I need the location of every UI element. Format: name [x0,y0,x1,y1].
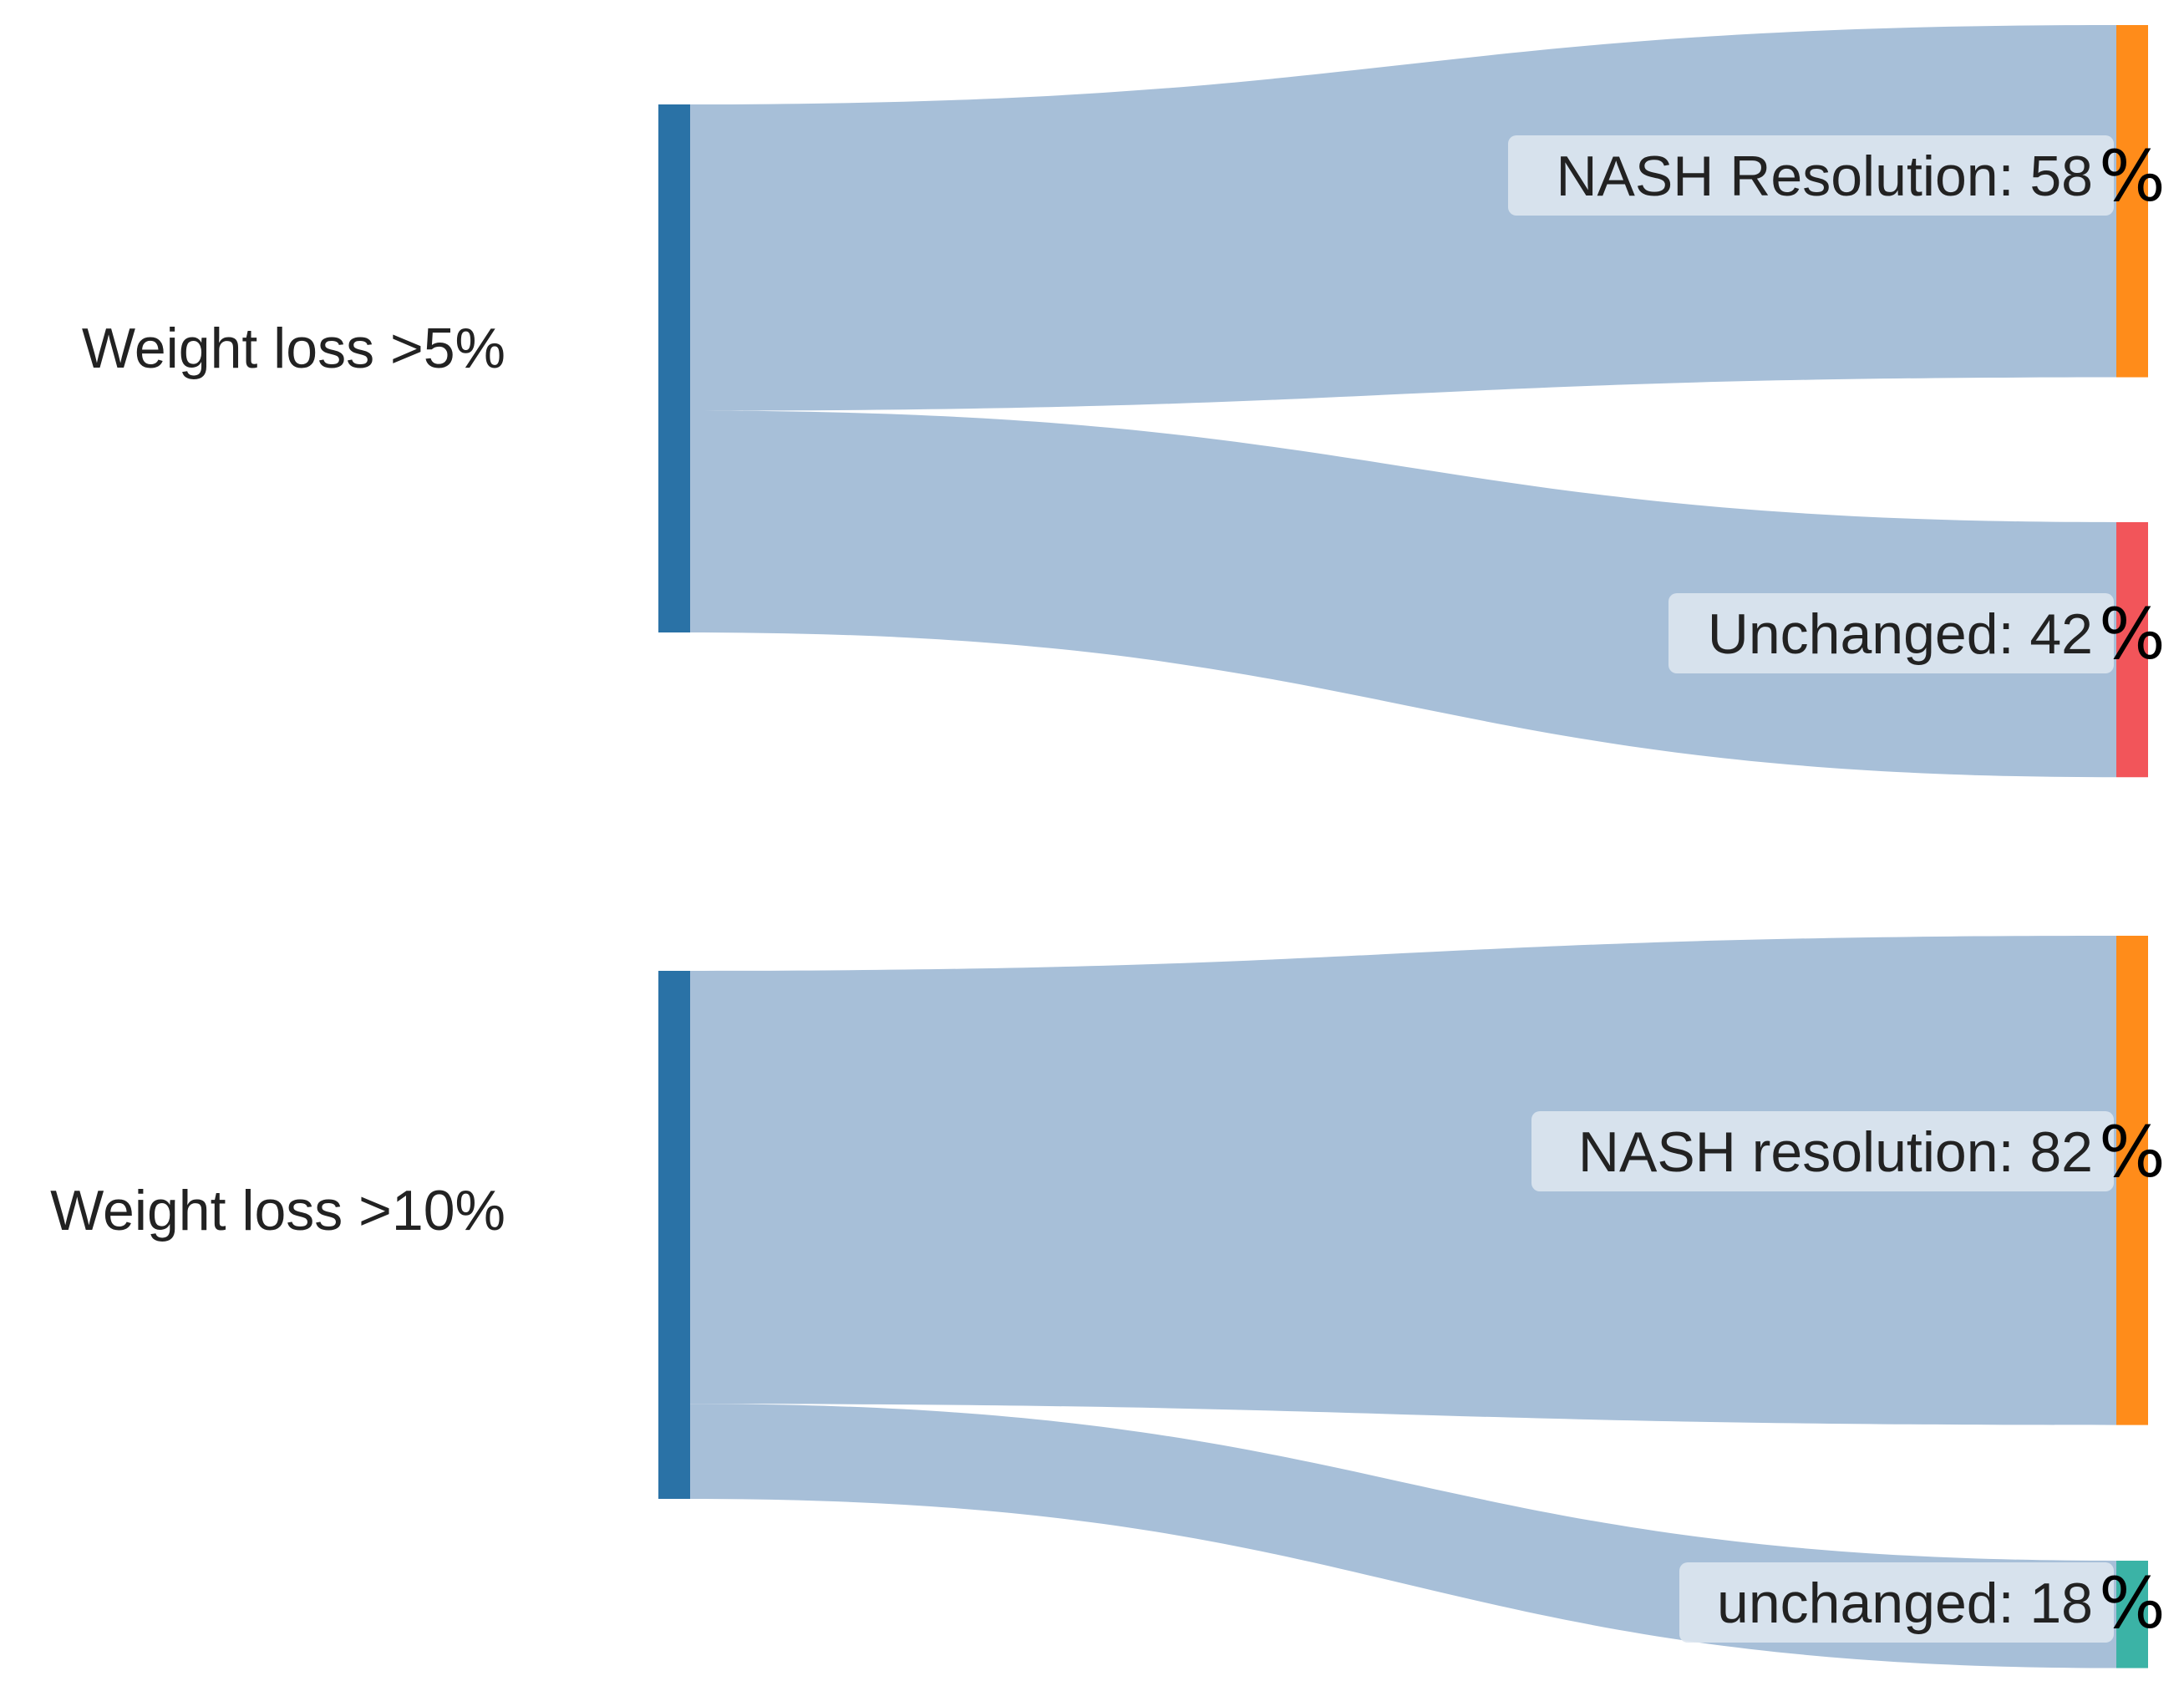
target-label-bg-group1-2 [1668,593,2114,673]
labels-layer: NASH Resolution: 58 %Unchanged: 42 %Weight… [50,135,2166,1644]
target-node-group2-2 [2116,1561,2148,1668]
target-node-group1-2 [2116,522,2148,778]
target-unit-group1-1: % [2099,135,2166,217]
target-label-group1-1: NASH Resolution: 58 [1556,145,2093,208]
target-label-group1-2: Unchanged: 42 [1708,602,2093,666]
link-group1-target1 [690,25,2116,411]
target-label-bg-group1-1 [1508,135,2114,216]
source-node-group1 [658,104,690,632]
source-node-group2 [658,971,690,1499]
target-label-bg-group2-2 [1679,1562,2114,1643]
target-node-group2-1 [2116,936,2148,1425]
link-group1-target2 [690,410,2116,778]
target-label-group2-1: NASH resolution: 82 [1578,1120,2093,1184]
target-unit-group1-2: % [2099,593,2166,675]
target-label-group2-2: unchanged: 18 [1717,1572,2093,1635]
source-label-group2: Weight loss >10% [50,1179,505,1242]
links-layer [690,25,2116,1668]
nodes-layer [658,25,2148,1668]
target-label-bg-group2-1 [1531,1111,2114,1191]
target-unit-group2-2: % [2099,1562,2166,1644]
target-node-group1-1 [2116,25,2148,378]
link-group2-target1 [690,936,2116,1425]
source-label-group1: Weight loss >5% [82,317,505,380]
target-unit-group2-1: % [2099,1111,2166,1193]
